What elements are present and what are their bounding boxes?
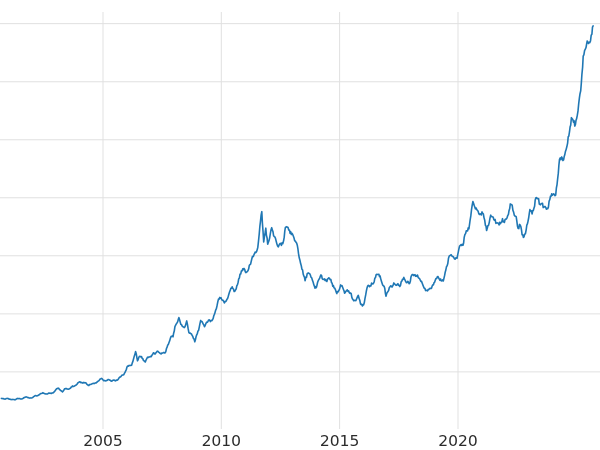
x-tick-label: 2020 [438,432,477,450]
x-axis-tick-labels: 2005 2010 2015 2020 [83,432,477,450]
x-tick-label: 2015 [320,432,359,450]
price-line-series [0,25,594,401]
vertical-gridlines [102,12,459,429]
x-tick-label: 2005 [83,432,122,450]
x-tick-label: 2010 [202,432,241,450]
horizontal-gridlines [0,23,600,373]
